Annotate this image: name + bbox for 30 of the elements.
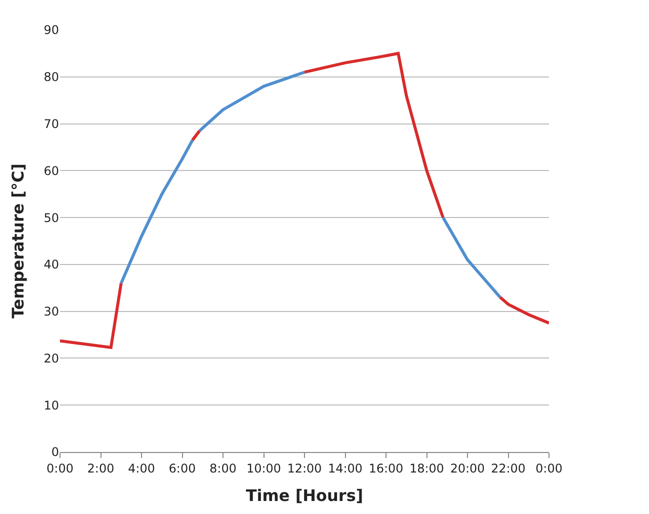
x-tick-label: 10:00 [246, 461, 282, 476]
x-tick-label: 14:00 [328, 461, 363, 476]
y-tick-label: 90 [44, 23, 59, 38]
y-tick-label: 40 [44, 258, 59, 272]
x-tick-label: 20:00 [450, 461, 485, 476]
x-tick-label: 0:00 [536, 461, 562, 476]
x-tick-label: 16:00 [368, 461, 404, 476]
line-series [303, 52, 445, 220]
x-axis-title: Time [Hours] [246, 486, 364, 506]
x-tick-label: 18:00 [409, 461, 444, 476]
line-series [442, 216, 502, 299]
line-series [198, 70, 306, 132]
x-tick-label: 4:00 [128, 461, 155, 476]
y-tick-label: 30 [44, 304, 59, 319]
line-series [498, 296, 549, 325]
y-tick-label: 0 [51, 445, 59, 460]
x-tick-label: 2:00 [87, 461, 114, 476]
y-tick-label: 20 [44, 351, 59, 366]
line-series [120, 138, 194, 285]
y-tick-label: 70 [44, 116, 59, 131]
x-tick-label: 8:00 [210, 461, 236, 476]
y-tick-label: 80 [44, 70, 59, 84]
y-tick-label: 60 [44, 164, 59, 178]
x-tick-label: 0:00 [46, 461, 74, 476]
y-tick-label: 10 [44, 398, 59, 412]
y-tick-label: 50 [44, 210, 59, 225]
x-tick-label: 22:00 [490, 461, 526, 476]
y-axis-title: Temperature [°C] [8, 163, 28, 319]
x-tick-label: 12:00 [287, 461, 322, 476]
x-tick-label: 6:00 [168, 461, 196, 476]
